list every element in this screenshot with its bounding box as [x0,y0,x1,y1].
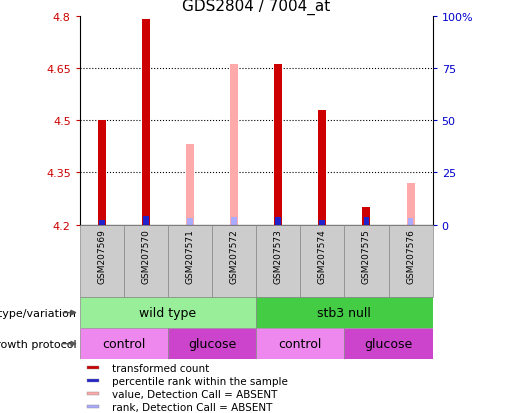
Text: GSM207573: GSM207573 [274,229,283,283]
Bar [230,65,238,225]
Text: percentile rank within the sample: percentile rank within the sample [112,376,287,386]
Bar [274,65,282,225]
Text: GSM207576: GSM207576 [406,229,415,283]
Bar [345,328,433,359]
Bar [231,217,237,225]
Bar [143,217,149,225]
Text: value, Detection Call = ABSENT: value, Detection Call = ABSENT [112,389,277,399]
Text: control: control [102,337,146,350]
Text: control: control [279,337,322,350]
Title: GDS2804 / 7004_at: GDS2804 / 7004_at [182,0,330,15]
Text: GSM207572: GSM207572 [230,229,238,283]
Text: GSM207575: GSM207575 [362,229,371,283]
Bar [256,297,433,328]
Bar [319,220,325,225]
Bar [187,219,193,225]
Bar [345,225,388,297]
Bar [364,217,369,225]
Text: growth protocol: growth protocol [0,339,76,349]
Bar [406,183,415,225]
Bar [388,225,433,297]
Bar [300,225,345,297]
Bar [87,405,98,408]
Text: stb3 null: stb3 null [317,306,371,319]
Text: transformed count: transformed count [112,363,209,373]
Bar [168,328,256,359]
Bar [276,217,281,225]
Bar [256,328,345,359]
Text: genotype/variation: genotype/variation [0,308,76,318]
Text: glucose: glucose [188,337,236,350]
Text: wild type: wild type [140,306,197,319]
Bar [87,366,98,369]
Bar [142,20,150,225]
Bar [80,225,124,297]
Bar [212,225,256,297]
Bar [256,225,300,297]
Text: rank, Detection Call = ABSENT: rank, Detection Call = ABSENT [112,401,272,411]
Bar [186,145,194,225]
Bar [87,379,98,382]
Bar [318,110,327,225]
Text: glucose: glucose [365,337,413,350]
Bar [363,208,370,225]
Text: GSM207574: GSM207574 [318,229,327,283]
Text: GSM207569: GSM207569 [97,229,107,283]
Bar [124,225,168,297]
Bar [80,328,168,359]
Bar [168,225,212,297]
Bar [80,297,256,328]
Bar [99,220,105,225]
Bar [408,219,414,225]
Text: GSM207571: GSM207571 [185,229,195,283]
Text: GSM207570: GSM207570 [142,229,150,283]
Bar [98,121,106,225]
Bar [87,392,98,395]
